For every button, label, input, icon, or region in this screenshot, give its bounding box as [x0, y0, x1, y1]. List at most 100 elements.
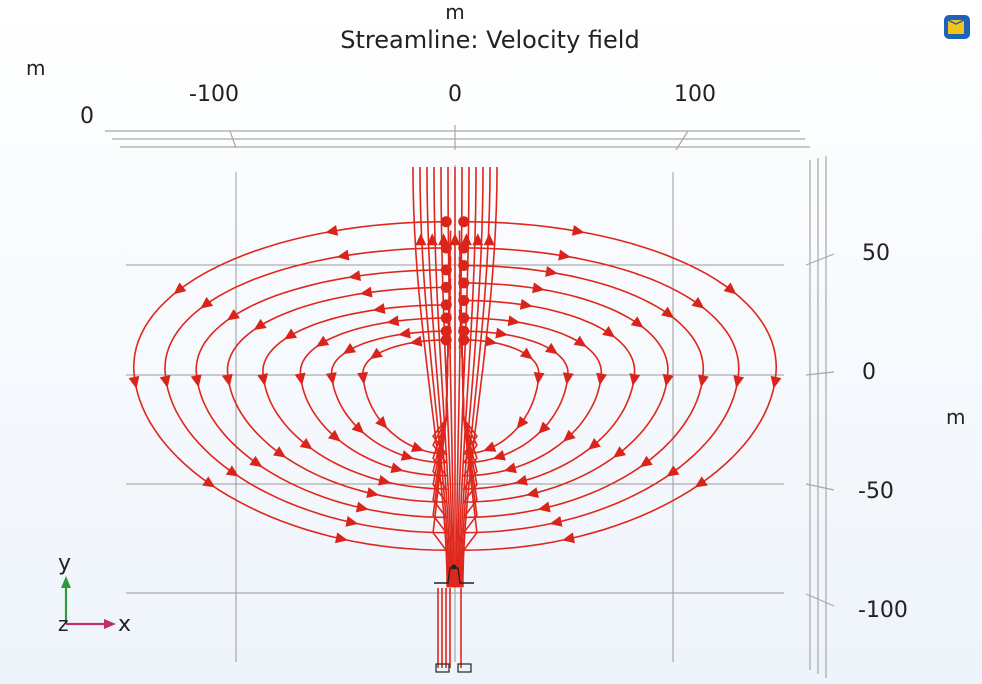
stream-arrow — [348, 270, 361, 282]
stream-arrow — [190, 374, 202, 388]
stream-arrow — [369, 347, 383, 360]
stream-arrow — [613, 446, 627, 458]
stream-arrow — [562, 372, 574, 385]
stream-arrow — [484, 335, 498, 347]
streamline — [458, 220, 778, 552]
stream-arrow — [661, 306, 675, 319]
triad-y-label: y — [58, 551, 71, 576]
stream-arrow — [549, 516, 563, 527]
inlet-pipe — [434, 564, 474, 673]
right-tick-label: -100 — [858, 598, 908, 623]
stream-arrow — [159, 375, 171, 388]
stream-arrow — [449, 233, 461, 246]
jet-streamline — [433, 166, 452, 588]
stream-seed-point — [458, 295, 470, 307]
right-axis-unit: m — [946, 405, 965, 429]
stream-arrow — [221, 373, 233, 387]
stream-arrow — [545, 342, 559, 355]
stream-arrow — [372, 303, 386, 314]
stream-arrow — [359, 286, 373, 298]
jet-streamline — [462, 166, 498, 588]
stream-arrow — [253, 318, 267, 331]
stream-arrow — [558, 249, 571, 261]
stream-arrow — [410, 441, 425, 453]
jet-streamline — [459, 166, 484, 588]
stream-arrow — [400, 450, 414, 461]
top-tick-label: 100 — [674, 82, 716, 107]
stream-arrow — [537, 501, 551, 513]
stream-arrow — [630, 316, 644, 328]
stream-arrow — [257, 373, 269, 387]
stream-arrow — [694, 476, 708, 488]
stream-arrow — [698, 374, 709, 388]
stream-arrow — [299, 438, 313, 450]
right-axis-frame — [805, 156, 835, 678]
stream-arrow — [345, 516, 359, 527]
jet-streamline — [447, 166, 455, 588]
stream-arrow — [723, 282, 737, 295]
stream-arrow — [507, 315, 521, 327]
stream-arrow — [596, 372, 608, 386]
top-axis-unit: m — [445, 0, 464, 24]
stream-arrow — [538, 421, 551, 434]
right-tick-label: 50 — [862, 241, 890, 266]
stream-arrow — [355, 501, 369, 513]
stream-arrow — [639, 455, 653, 468]
jet-streamline — [426, 166, 451, 588]
stream-arrow — [492, 449, 506, 461]
top-tick-label: 0 — [448, 82, 462, 107]
stream-arrow — [342, 343, 356, 355]
stream-arrow — [294, 372, 306, 386]
axis-triad: y x z — [58, 551, 131, 637]
stream-arrow — [503, 462, 517, 474]
stream-arrow — [386, 315, 400, 327]
jet-streamline — [440, 166, 454, 588]
stream-arrow — [483, 441, 497, 452]
stream-seed-point — [458, 334, 470, 346]
stream-arrow — [438, 233, 450, 246]
stream-arrow — [415, 233, 427, 246]
right-tick-label: 0 — [862, 360, 876, 385]
stream-arrow — [200, 297, 214, 309]
stream-arrow — [409, 335, 423, 347]
stream-arrow — [662, 373, 674, 387]
stream-arrow — [336, 249, 350, 261]
stream-arrow — [495, 327, 509, 339]
stream-arrow — [327, 429, 341, 442]
stream-seed-point — [458, 216, 470, 228]
stream-arrow — [533, 371, 545, 385]
streamline — [458, 264, 705, 519]
stream-arrow — [128, 375, 140, 389]
stream-arrow — [249, 455, 263, 468]
jet-streamline — [412, 166, 448, 588]
stream-arrow — [366, 487, 380, 499]
stream-arrow — [202, 476, 216, 488]
top-tick-label: -100 — [189, 82, 239, 107]
stream-arrow — [357, 371, 369, 385]
left-axis-unit: m — [26, 56, 45, 80]
stream-arrow — [378, 474, 391, 486]
stream-arrow — [272, 446, 286, 458]
stream-arrow — [316, 335, 330, 347]
stream-arrow — [226, 309, 240, 321]
stream-arrow — [516, 416, 529, 429]
stream-arrow — [545, 266, 558, 277]
stream-seed-point — [440, 334, 452, 346]
stream-arrow — [375, 416, 388, 429]
stream-arrow — [519, 298, 533, 310]
stream-arrow — [325, 224, 339, 236]
stream-arrow — [225, 465, 239, 477]
stream-arrow — [526, 487, 539, 498]
stream-arrow — [472, 233, 484, 246]
view-cube-icon[interactable] — [942, 12, 972, 42]
left-tick-label: 0 — [80, 104, 94, 129]
stream-arrow — [629, 373, 641, 387]
stream-arrow — [390, 462, 404, 474]
stream-arrow — [563, 429, 576, 442]
stream-arrow — [588, 437, 601, 450]
streamlines — [128, 166, 782, 588]
right-tick-label: -50 — [858, 479, 894, 504]
stream-arrow — [666, 465, 680, 477]
jet-streamline — [455, 166, 463, 588]
jet-streamline — [419, 166, 450, 588]
